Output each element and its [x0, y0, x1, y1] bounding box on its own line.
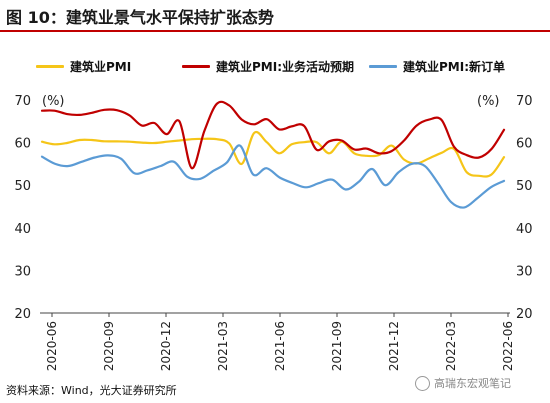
x-tick-label: 2020-09	[102, 321, 116, 371]
figure-title: 图 10：建筑业景气水平保持扩张态势	[6, 8, 274, 27]
y-tick-left: 20	[14, 307, 31, 322]
y-tick-right: 50	[516, 179, 533, 194]
y-tick-right: 40	[516, 222, 533, 237]
series-line-new-orders	[40, 144, 506, 209]
legend-item-expectations: 建筑业PMI:业务活动预期	[182, 58, 354, 75]
series-line-pmi	[40, 130, 506, 178]
x-tick-label: 2021-03	[216, 321, 230, 371]
watermark: 高瑞东宏观笔记	[415, 375, 511, 391]
legend-swatch-pmi	[36, 65, 64, 68]
right-unit-label: (%)	[477, 94, 500, 109]
y-tick-right: 70	[516, 94, 533, 109]
watermark-text: 高瑞东宏观笔记	[434, 377, 511, 390]
x-tick-label: 2021-12	[387, 321, 401, 371]
left-unit-label: (%)	[42, 94, 65, 109]
y-tick-right: 30	[516, 264, 533, 279]
legend-item-new-orders: 建筑业PMI:新订单	[369, 58, 505, 75]
y-tick-left: 70	[14, 94, 31, 109]
y-tick-left: 50	[14, 179, 31, 194]
legend-swatch-new-orders	[369, 65, 397, 68]
legend-swatch-expectations	[182, 65, 210, 68]
x-tick-label: 2020-06	[45, 321, 59, 371]
y-tick-right: 20	[516, 307, 533, 322]
legend-item-pmi: 建筑业PMI	[36, 58, 131, 75]
x-tick-label: 2020-12	[159, 321, 173, 371]
wechat-icon	[415, 375, 430, 391]
x-tick-label: 2022-03	[444, 321, 458, 371]
x-tick-label: 2021-09	[330, 321, 344, 371]
source-note: 资料来源：Wind，光大证券研究所	[6, 384, 177, 397]
y-tick-left: 60	[14, 137, 31, 152]
legend-label-pmi: 建筑业PMI	[70, 60, 132, 74]
y-tick-left: 40	[14, 222, 31, 237]
title-bar: 图 10：建筑业景气水平保持扩张态势	[0, 0, 550, 30]
x-tick-label: 2021-06	[273, 321, 287, 371]
series-line-expectations	[40, 100, 506, 170]
title-rule	[0, 30, 550, 32]
x-tick-label: 2022-06	[501, 321, 515, 371]
y-tick-left: 30	[14, 264, 31, 279]
legend: 建筑业PMI 建筑业PMI:业务活动预期 建筑业PMI:新订单	[0, 58, 550, 76]
y-tick-right: 60	[516, 137, 533, 152]
legend-label-expectations: 建筑业PMI:业务活动预期	[216, 60, 355, 74]
legend-label-new-orders: 建筑业PMI:新订单	[403, 60, 506, 74]
